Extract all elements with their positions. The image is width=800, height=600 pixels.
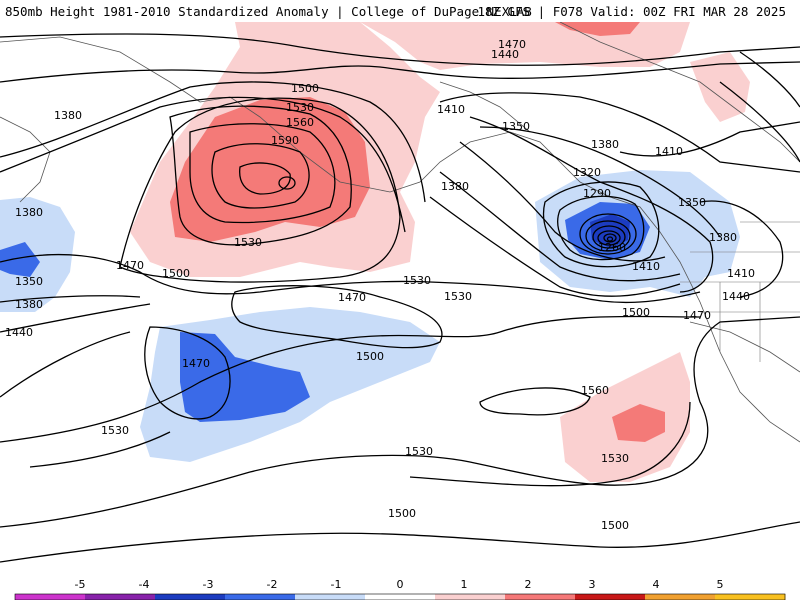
positive-anomaly-southeast-core <box>612 404 665 442</box>
colorbar-tick-labels: -5 -4 -3 -2 -1 0 1 2 3 4 5 <box>75 578 724 591</box>
contour-label: 1380 <box>15 298 43 311</box>
positive-anomaly-northeast <box>690 52 750 122</box>
contour-label: 1350 <box>502 120 530 133</box>
contour-label: 1470 <box>116 259 144 272</box>
map-header: 850mb Height 1981-2010 Standardized Anom… <box>0 0 800 22</box>
contour-label: 1410 <box>437 103 465 116</box>
height-contours <box>0 33 800 563</box>
colorbar-tick-label: 1 <box>461 578 468 591</box>
contour-label: 1500 <box>601 519 629 532</box>
contour-label: 1530 <box>405 445 433 458</box>
contour-label: 1500 <box>162 267 190 280</box>
colorbar-swatches <box>14 593 786 600</box>
contour-label: 1590 <box>271 134 299 147</box>
contour-label: 1350 <box>15 275 43 288</box>
colorbar-tick-label: 5 <box>717 578 724 591</box>
negative-anomaly-west <box>0 197 75 312</box>
colorbar-tick-label: -5 <box>75 578 86 591</box>
colorbar-swatch <box>85 594 156 600</box>
contour-label: 1380 <box>15 206 43 219</box>
colorbar-tick-label: 4 <box>653 578 660 591</box>
anomaly-colorbar: -5 -4 -3 -2 -1 0 1 2 3 4 5 <box>14 578 786 600</box>
contour-label: 1500 <box>291 82 319 95</box>
contour-label: 1260 <box>598 241 626 254</box>
colorbar-swatch <box>155 594 226 600</box>
contour-label: 1530 <box>601 452 629 465</box>
contour-label: 1440 <box>5 326 33 339</box>
contour-label: 1500 <box>622 306 650 319</box>
colorbar-swatch <box>715 594 786 600</box>
colorbar-swatch <box>15 594 86 600</box>
model-valid-time: 18Z GFS | F078 Valid: 00Z FRI MAR 28 202… <box>477 4 786 19</box>
contour-label: 1530 <box>234 236 262 249</box>
colorbar-swatch <box>505 594 576 600</box>
colorbar-tick-label: -4 <box>139 578 150 591</box>
contour-label: 1380 <box>54 109 82 122</box>
contour-labels: 1470 1440 1500 1530 1560 1590 1530 1500 … <box>5 38 755 532</box>
contour-label: 1380 <box>591 138 619 151</box>
strong-negative-anomaly-west <box>0 242 40 277</box>
contour-label: 1470 <box>182 357 210 370</box>
strong-positive-anomaly-core <box>170 97 370 242</box>
colorbar-swatch <box>645 594 716 600</box>
colorbar-tick-label: 0 <box>397 578 404 591</box>
colorbar-swatch <box>435 594 506 600</box>
contour-label: 1350 <box>678 196 706 209</box>
contour-label: 1470 <box>498 38 526 51</box>
contour-label: 1320 <box>573 166 601 179</box>
colorbar-tick-label: 3 <box>589 578 596 591</box>
colorbar-swatch <box>295 594 366 600</box>
contour-label: 1470 <box>683 309 711 322</box>
colorbar-tick-label: -3 <box>203 578 214 591</box>
state-borders <box>680 221 800 362</box>
contour-label: 1500 <box>356 350 384 363</box>
contour-label: 1560 <box>286 116 314 129</box>
colorbar-swatch <box>365 594 436 600</box>
map-title: 850mb Height 1981-2010 Standardized Anom… <box>5 4 532 19</box>
positive-anomaly-north-core <box>555 22 640 36</box>
colorbar-outline <box>14 593 786 600</box>
contour-label: 1440 <box>722 290 750 303</box>
contour-label: 1530 <box>403 274 431 287</box>
contour-label: 1530 <box>444 290 472 303</box>
strong-negative-anomaly-pacific <box>180 332 310 422</box>
contour-label: 1410 <box>655 145 683 158</box>
colorbar-tick-label: -1 <box>331 578 342 591</box>
contour-label: 1500 <box>388 507 416 520</box>
contour-label: 1410 <box>632 260 660 273</box>
contour-label: 1380 <box>709 231 737 244</box>
contour-label: 1560 <box>581 384 609 397</box>
colorbar-swatch <box>575 594 646 600</box>
contour-label: 1470 <box>338 291 366 304</box>
colorbar-tick-label: 2 <box>525 578 532 591</box>
height-anomaly-map: 1470 1440 1500 1530 1560 1590 1530 1500 … <box>0 22 800 576</box>
contour-label: 1530 <box>286 101 314 114</box>
contour-label: 1440 <box>491 48 519 61</box>
colorbar-swatch <box>225 594 296 600</box>
contour-label: 1290 <box>583 187 611 200</box>
contour-label: 1410 <box>727 267 755 280</box>
contour-label: 1380 <box>441 180 469 193</box>
colorbar-tick-label: -2 <box>267 578 278 591</box>
contour-label: 1530 <box>101 424 129 437</box>
